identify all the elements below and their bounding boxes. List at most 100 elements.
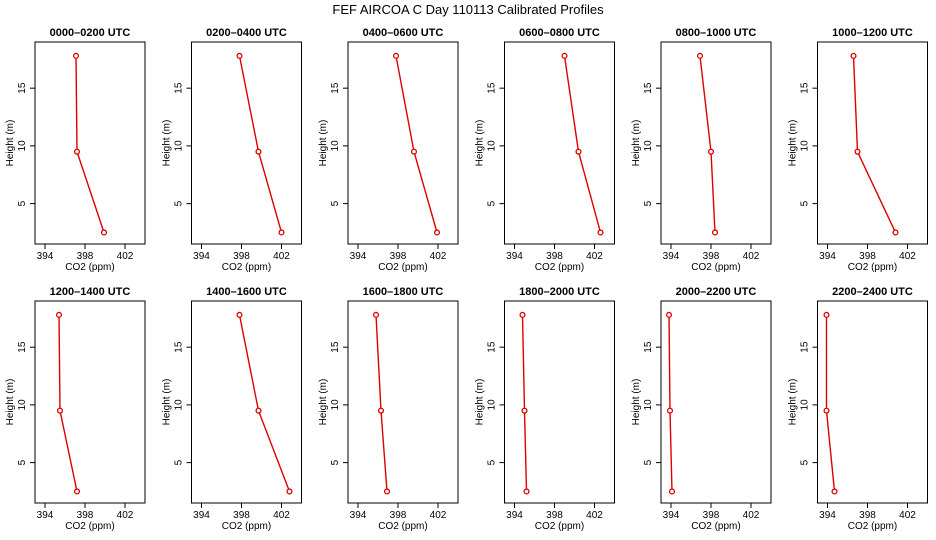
data-point [392,52,400,59]
y-tick-label: 10 [643,399,654,411]
profile-line [238,314,291,492]
data-point [372,311,380,318]
panel-title: 1200–1400 UTC [50,286,131,298]
panel-frame [817,300,928,504]
panel-title: 1600–1800 UTC [363,286,444,298]
x-axis-label: CO2 (ppm) [222,521,271,532]
y-tick-label: 15 [487,82,498,94]
panel-frame [660,41,772,245]
data-point [377,407,385,414]
x-tick-label: 394 [193,510,210,521]
x-axis-label: CO2 (ppm) [691,521,740,532]
x-axis-label: CO2 (ppm) [65,521,114,532]
x-axis-label: CO2 (ppm) [65,262,114,273]
x-tick-label: 398 [546,510,563,521]
x-axis-label: CO2 (ppm) [691,262,740,273]
panel-title: 1800–2000 UTC [519,286,600,298]
x-tick-label: 394 [819,510,836,521]
data-point [236,52,243,59]
y-axis-label: Height (m) [475,120,486,167]
y-tick-label: 5 [643,459,654,465]
x-tick-label: 402 [273,251,290,262]
y-axis-label: Height (m) [318,379,329,426]
y-tick-label: 5 [643,200,654,206]
x-tick-label: 402 [117,251,134,262]
y-tick-label: 15 [330,82,341,94]
y-tick-label: 15 [174,341,185,353]
panel-title: 0000–0200 UTC [50,27,131,39]
data-point [255,407,262,414]
data-point [73,488,81,495]
figure-title: FEF AIRCOA C Day 110113 Calibrated Profi… [332,2,604,17]
y-tick-label: 10 [174,399,185,411]
profile-line [238,55,283,233]
data-point [666,407,674,414]
y-tick-label: 10 [800,399,811,411]
profile-line [395,55,438,233]
y-tick-label: 15 [487,341,498,353]
panel-frame [191,41,302,245]
x-tick-label: 402 [586,251,603,262]
data-point [892,229,899,236]
y-tick-label: 15 [174,82,185,94]
data-point [707,148,715,155]
x-tick-label: 402 [586,510,603,521]
y-tick-label: 10 [17,399,28,411]
x-tick-label: 402 [743,251,760,262]
data-point [383,488,391,495]
y-axis-label: Height (m) [5,379,16,426]
data-point [410,148,418,155]
x-tick-label: 394 [37,510,54,521]
data-point [286,488,293,495]
x-tick-label: 394 [506,251,523,262]
profile-line [825,314,836,492]
x-tick-label: 398 [390,510,407,521]
x-axis-label: CO2 (ppm) [378,521,427,532]
panel-frame [34,300,146,504]
panel-frame [504,41,615,245]
profile-line [58,314,78,492]
x-tick-label: 402 [273,510,290,521]
panel-frame [191,300,302,504]
x-axis-label: CO2 (ppm) [848,262,897,273]
x-tick-label: 394 [350,251,367,262]
x-axis-label: CO2 (ppm) [535,521,584,532]
data-point [696,52,704,59]
x-tick-label: 402 [117,510,134,521]
x-axis-label: CO2 (ppm) [535,262,584,273]
panel-title: 1400–1600 UTC [206,286,287,298]
x-tick-label: 394 [506,510,523,521]
panel-frame [34,41,146,245]
data-point [561,52,568,59]
panel-frame [347,41,459,245]
data-point [73,148,81,155]
data-point [831,488,838,495]
data-point [55,311,63,318]
y-tick-label: 10 [330,399,341,411]
y-tick-label: 5 [174,200,185,206]
data-point [433,229,441,236]
y-tick-label: 15 [330,341,341,353]
y-axis-label: Height (m) [788,120,799,167]
x-tick-label: 402 [430,251,447,262]
profile-line [668,314,673,492]
data-point [823,407,830,414]
data-point [278,229,285,236]
x-tick-label: 394 [193,251,210,262]
x-tick-label: 398 [546,251,563,262]
y-tick-label: 10 [487,140,498,152]
panel-title: 2200–2400 UTC [832,286,913,298]
data-point [523,488,530,495]
data-point [823,311,830,318]
panel-title: 0200–0400 UTC [206,27,287,39]
data-point [255,148,262,155]
panel-title: 1000–1200 UTC [832,27,913,39]
y-axis-label: Height (m) [5,120,16,167]
